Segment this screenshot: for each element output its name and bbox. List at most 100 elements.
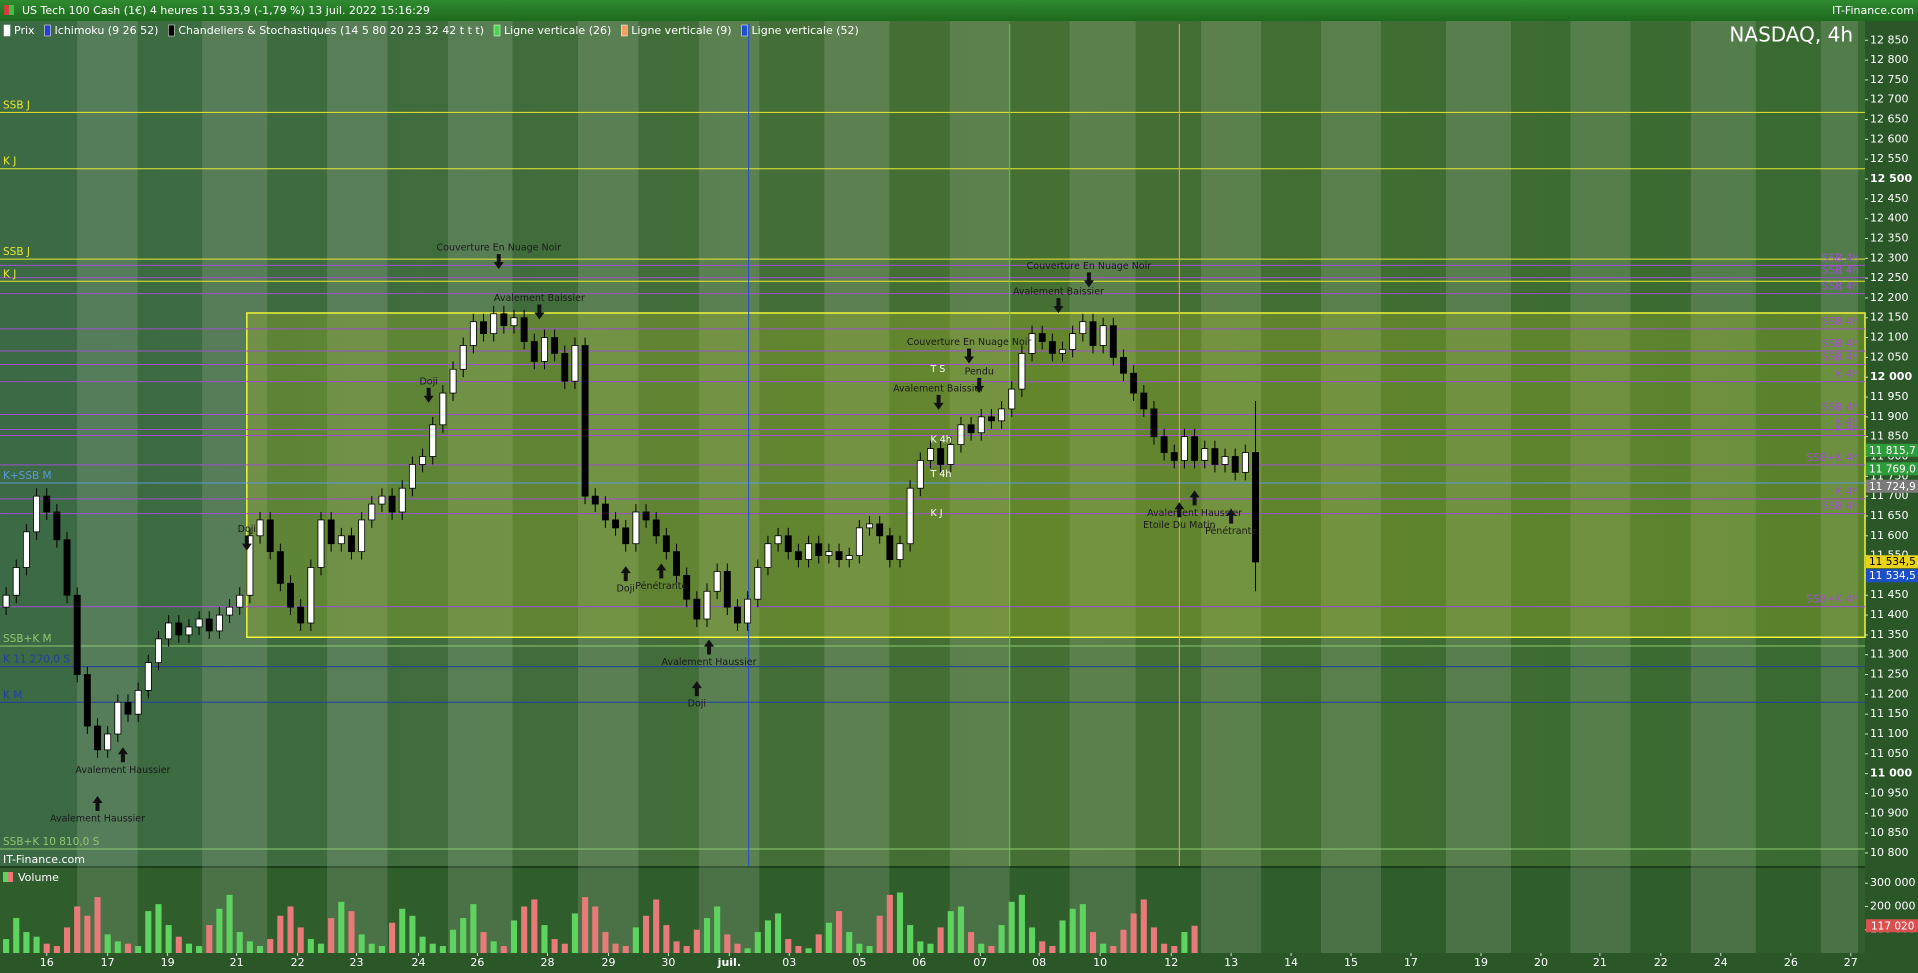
- candle-body: [378, 495, 386, 505]
- volume-bar: [1039, 941, 1046, 953]
- pattern-label: Pénétrante: [1205, 526, 1257, 537]
- candle-body: [1241, 452, 1249, 473]
- volume-bar: [775, 913, 782, 953]
- y-tick-label: 10 900: [1870, 806, 1909, 819]
- volume-bar: [663, 925, 670, 953]
- volume-panel: [0, 868, 1865, 953]
- x-tick-label: 26: [470, 956, 484, 969]
- candle-body: [144, 662, 152, 691]
- candle-body: [734, 606, 741, 624]
- volume-bar: [642, 915, 650, 953]
- pattern-label: Doji: [419, 376, 437, 387]
- pattern-arrow: [964, 348, 975, 364]
- candle-body: [855, 527, 863, 557]
- candle-body: [429, 424, 437, 457]
- y-tick-label: 12 000: [1870, 370, 1912, 383]
- volume-bar: [1079, 904, 1086, 953]
- legend-swatch: [493, 24, 501, 37]
- pattern-arrow: [620, 566, 631, 582]
- y-tick-label: 12 150: [1870, 311, 1909, 324]
- candle-body: [784, 535, 792, 553]
- volume-bar: [724, 934, 731, 953]
- volume-bar: [3, 939, 10, 953]
- volume-bar: [43, 943, 50, 953]
- x-tick-label: 08: [1032, 956, 1046, 969]
- legend-swatch: [168, 24, 175, 37]
- price-panel: [0, 21, 1865, 866]
- volume-bar: [907, 925, 914, 953]
- day-band: [1570, 21, 1631, 953]
- volume-bar: [368, 943, 375, 953]
- x-tick-label: 27: [1844, 956, 1858, 969]
- candle-body: [581, 345, 589, 497]
- y-tick-label: 12 250: [1870, 271, 1909, 284]
- x-tick-label: 21: [230, 956, 244, 969]
- candle-body: [703, 590, 711, 620]
- candle-body: [1048, 341, 1056, 354]
- candle-body: [825, 551, 833, 557]
- window-source: IT-Finance.com: [1832, 4, 1914, 17]
- level-label: K 4h: [1835, 422, 1859, 434]
- volume-bar: [510, 920, 518, 953]
- day-band: [1201, 21, 1262, 953]
- candle-body: [1201, 448, 1209, 461]
- candle-body: [73, 594, 81, 675]
- volume-bar: [866, 946, 873, 953]
- candle-body: [1252, 452, 1259, 563]
- candle-body: [977, 416, 985, 434]
- candle-body: [327, 519, 335, 545]
- pattern-arrow: [534, 304, 545, 320]
- volume-bar: [937, 927, 944, 953]
- candle-body: [53, 511, 61, 541]
- price-tag: [1866, 555, 1918, 569]
- candle-body: [500, 313, 508, 327]
- candle-body: [1089, 321, 1097, 346]
- y-tick-label: 11 650: [1870, 509, 1909, 522]
- pattern-arrow: [656, 563, 667, 579]
- candle-body: [622, 527, 630, 545]
- candle-body: [1059, 349, 1066, 354]
- day-band: [1690, 21, 1756, 953]
- pattern-label: T 4h: [929, 469, 951, 480]
- candle-body: [591, 495, 599, 505]
- candle-body: [276, 551, 284, 584]
- candle-body: [673, 551, 680, 576]
- pattern-label: Doji: [688, 699, 706, 710]
- x-tick-label: 28: [541, 956, 555, 969]
- volume-swatch: [3, 872, 8, 882]
- volume-bar: [1018, 894, 1025, 953]
- volume-bar: [1100, 943, 1107, 953]
- volume-bar: [500, 946, 507, 953]
- legend-swatch: [3, 24, 11, 37]
- day-band: [949, 21, 1010, 953]
- y-tick-label: 12 700: [1870, 93, 1909, 106]
- volume-tag-label: 117 020: [1871, 920, 1914, 932]
- volume-bar: [815, 934, 822, 953]
- candle-body: [683, 575, 691, 600]
- candle-body: [246, 535, 254, 596]
- y-tick-label: 11 100: [1870, 727, 1909, 740]
- y-tick-label: 12 200: [1870, 291, 1909, 304]
- candle-body: [866, 523, 873, 529]
- candle-body: [1038, 333, 1046, 342]
- legend-item: Ligne verticale (52): [752, 24, 859, 37]
- candle-body: [1140, 392, 1148, 410]
- y-tick-label: 12 400: [1870, 212, 1909, 225]
- legend-item: Prix: [14, 24, 35, 37]
- price-tag-label: 11 769,0: [1869, 463, 1916, 475]
- volume-bar: [703, 918, 711, 953]
- pattern-arrow: [704, 639, 715, 655]
- volume-bar: [978, 943, 985, 953]
- x-tick-label: juil.: [717, 956, 741, 969]
- y-tick-label: 11 600: [1870, 529, 1909, 542]
- volume-swatch: [8, 872, 13, 882]
- volume-bar: [1140, 899, 1147, 953]
- pattern-label: Pénétrante: [635, 581, 687, 592]
- volume-bar: [673, 941, 680, 953]
- level-label: SSB+K 10 810,0 S: [3, 836, 100, 848]
- level-label: K 4h: [1835, 486, 1859, 498]
- candle-body: [1120, 356, 1127, 374]
- volume-bar: [196, 946, 203, 953]
- candle-body: [551, 337, 559, 354]
- volume-bar: [683, 946, 690, 953]
